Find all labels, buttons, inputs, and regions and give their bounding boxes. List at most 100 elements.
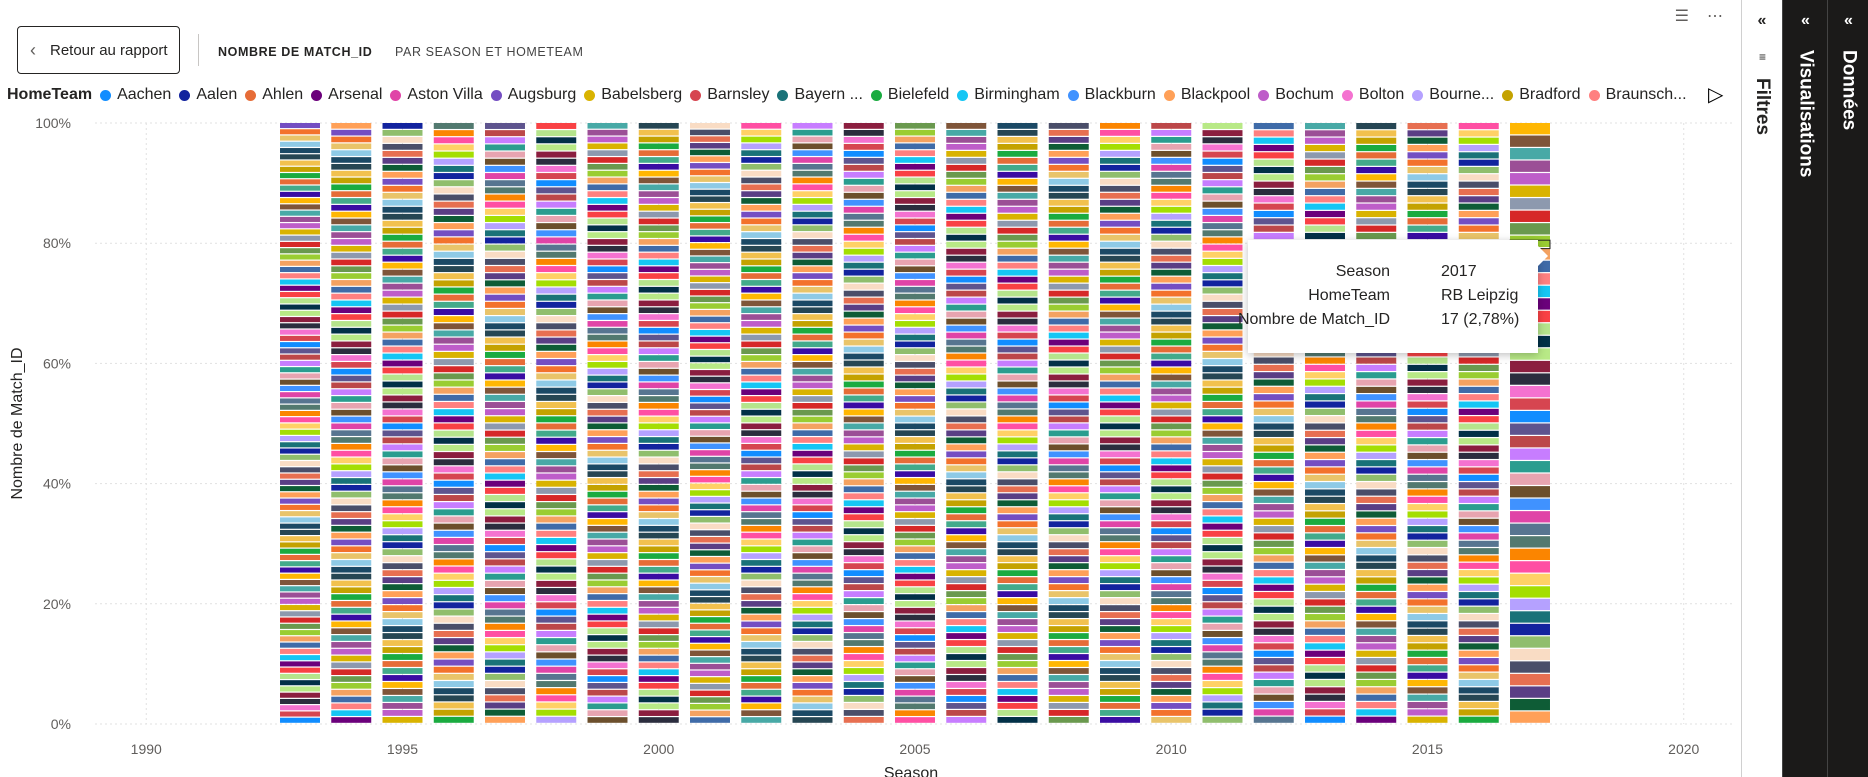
bar-segment[interactable] <box>690 516 730 523</box>
bar-segment[interactable] <box>536 273 577 280</box>
bar-segment[interactable] <box>536 681 577 688</box>
bar-segment[interactable] <box>536 373 577 380</box>
bar-segment[interactable] <box>638 423 679 430</box>
bar-segment[interactable] <box>1048 703 1089 709</box>
bar-segment[interactable] <box>1305 416 1345 423</box>
bar-segment[interactable] <box>1202 416 1243 423</box>
bar-segment[interactable] <box>843 451 884 458</box>
bar-segment[interactable] <box>741 143 782 150</box>
bar-segment[interactable] <box>895 703 935 710</box>
bar-segment[interactable] <box>895 341 935 348</box>
bar-segment[interactable] <box>895 191 935 197</box>
bar-segment[interactable] <box>1305 702 1345 709</box>
bar-segment[interactable] <box>792 642 833 648</box>
bar-segment[interactable] <box>741 232 782 238</box>
bar-segment[interactable] <box>1305 540 1345 547</box>
bar-segment[interactable] <box>1202 266 1243 273</box>
filters-pane-label[interactable]: Filtres <box>1752 78 1773 136</box>
bar-segment[interactable] <box>1253 511 1294 518</box>
bar-segment[interactable] <box>1356 533 1397 540</box>
bar-segment[interactable] <box>1253 548 1294 555</box>
bar-segment[interactable] <box>331 607 372 614</box>
bar-segment[interactable] <box>1305 379 1345 386</box>
bar-segment[interactable] <box>382 430 423 437</box>
bar-segment[interactable] <box>638 382 679 389</box>
bar-segment[interactable] <box>331 443 372 450</box>
bar-segment[interactable] <box>536 645 577 652</box>
bar-segment[interactable] <box>1100 633 1140 639</box>
bar-segment[interactable] <box>946 423 987 430</box>
bar-segment[interactable] <box>433 251 474 258</box>
bar-segment[interactable] <box>1253 460 1294 467</box>
bar-segment[interactable] <box>280 373 320 379</box>
bar-segment[interactable] <box>536 695 577 702</box>
bar-segment[interactable] <box>690 483 730 490</box>
bar-segment[interactable] <box>587 696 628 703</box>
bar-segment[interactable] <box>280 166 320 172</box>
bar-segment[interactable] <box>843 143 884 150</box>
back-to-report-button[interactable]: ‹ Retour au rapport <box>17 26 180 74</box>
bar-segment[interactable] <box>1048 241 1089 248</box>
bar-segment[interactable] <box>1048 654 1089 660</box>
bar-segment[interactable] <box>382 661 423 667</box>
bar-segment[interactable] <box>895 403 935 409</box>
bar-segment[interactable] <box>1253 372 1294 379</box>
bar-segment[interactable] <box>433 158 474 165</box>
bar-segment[interactable] <box>382 143 423 150</box>
bar-segment[interactable] <box>792 621 833 628</box>
bar-segment[interactable] <box>843 416 884 423</box>
collapse-filters-icon[interactable]: « <box>1757 12 1767 29</box>
bar-segment[interactable] <box>741 211 782 218</box>
bar-segment[interactable] <box>741 293 782 300</box>
bar-segment[interactable] <box>946 290 987 297</box>
bar-segment[interactable] <box>1100 549 1140 556</box>
bar-segment[interactable] <box>1253 687 1294 694</box>
bar-segment[interactable] <box>895 293 935 300</box>
bar-segment[interactable] <box>1356 511 1397 518</box>
bar-segment[interactable] <box>946 430 987 437</box>
bar-segment[interactable] <box>1048 332 1089 339</box>
bar-segment[interactable] <box>1151 451 1192 458</box>
bar-segment[interactable] <box>792 334 833 341</box>
bar-segment[interactable] <box>331 239 372 245</box>
bar-segment[interactable] <box>1202 616 1243 623</box>
bar-segment[interactable] <box>997 255 1038 262</box>
filter-icon[interactable]: ☰ <box>1674 8 1689 25</box>
bar-segment[interactable] <box>741 655 782 662</box>
bar-segment[interactable] <box>843 311 884 318</box>
bar-segment[interactable] <box>433 180 474 187</box>
bar-segment[interactable] <box>741 710 782 716</box>
bar-segment[interactable] <box>536 537 577 544</box>
bar-segment[interactable] <box>1100 248 1140 255</box>
bar-segment[interactable] <box>895 348 935 355</box>
bar-segment[interactable] <box>280 461 320 467</box>
bar-segment[interactable] <box>843 213 884 220</box>
bar-segment[interactable] <box>843 591 884 598</box>
bar-segment[interactable] <box>485 537 525 544</box>
bar-segment[interactable] <box>1151 185 1192 192</box>
bar-segment[interactable] <box>1407 562 1448 569</box>
bar-segment[interactable] <box>690 583 730 590</box>
bar-segment[interactable] <box>638 232 679 238</box>
bar-segment[interactable] <box>433 330 474 337</box>
bar-segment[interactable] <box>843 430 884 437</box>
bar-segment[interactable] <box>946 633 987 639</box>
bar-segment[interactable] <box>997 262 1038 269</box>
bar-segment[interactable] <box>741 676 782 682</box>
bar-segment[interactable] <box>1048 283 1089 290</box>
bar-segment[interactable] <box>382 486 423 493</box>
bar-segment[interactable] <box>638 245 679 252</box>
bar-segment[interactable] <box>843 157 884 164</box>
bar-segment[interactable] <box>1305 123 1345 130</box>
bar-segment[interactable] <box>792 539 833 546</box>
bar-segment[interactable] <box>690 276 730 283</box>
bar-segment[interactable] <box>1100 479 1140 486</box>
bar-segment[interactable] <box>433 294 474 301</box>
legend-item[interactable]: Aston Villa <box>390 86 483 104</box>
legend-item[interactable]: Aachen <box>100 86 171 104</box>
bar-segment[interactable] <box>382 325 423 332</box>
bar-segment[interactable] <box>1305 570 1345 577</box>
bar-segment[interactable] <box>331 157 372 163</box>
bar-segment[interactable] <box>1356 386 1397 393</box>
bar-segment[interactable] <box>690 530 730 536</box>
